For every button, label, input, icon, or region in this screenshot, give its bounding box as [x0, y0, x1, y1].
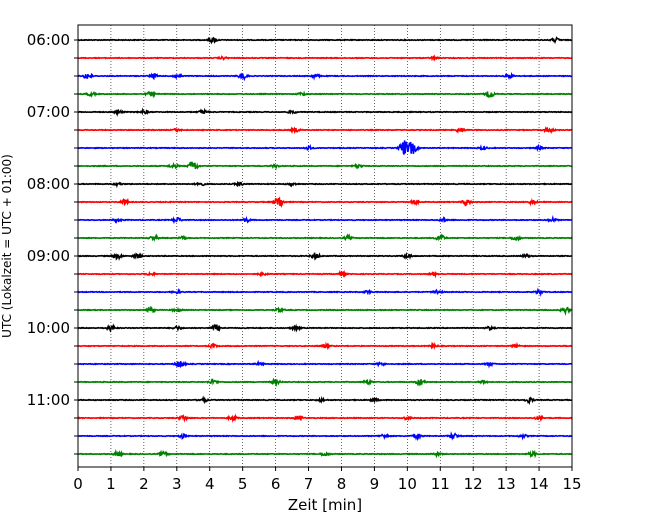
trace-line [77, 233, 573, 243]
x-tick-label: 5 [238, 475, 248, 493]
trace-line [77, 107, 573, 117]
x-tick-label: 14 [530, 475, 549, 493]
y-axis: 06:00 07:00 08:00 09:00 10:00 11:00 [27, 31, 78, 455]
trace-line [77, 71, 573, 82]
x-tick-label: 1 [106, 475, 116, 493]
y-tick-label: 11:00 [27, 391, 70, 409]
trace-line [77, 305, 573, 316]
trace-line [77, 377, 573, 387]
trace-line [77, 36, 573, 45]
x-tick-label: 2 [139, 475, 149, 493]
plot-frame [77, 24, 573, 468]
x-tick-label: 13 [497, 475, 516, 493]
x-tick-label: 9 [370, 475, 380, 493]
trace-group [77, 36, 573, 459]
x-tick-label: 8 [337, 475, 347, 493]
trace-line [77, 359, 573, 369]
trace-line [77, 214, 573, 225]
trace-line [77, 287, 573, 297]
x-tick-label: 3 [172, 475, 182, 493]
trace-line [77, 431, 573, 442]
x-tick-label: 4 [205, 475, 215, 493]
y-tick-label: 09:00 [27, 247, 70, 265]
y-axis-label: UTC (Lokalzeit = UTC + 01:00) [0, 154, 14, 338]
trace-line [77, 161, 573, 171]
x-axis-label: Zeit [min] [288, 496, 362, 514]
x-tick-label: 7 [304, 475, 314, 493]
trace-line [77, 195, 573, 209]
trace-line [77, 341, 573, 351]
trace-line [77, 180, 573, 189]
trace-line [77, 54, 573, 62]
trace-line [77, 395, 573, 406]
y-tick-label: 07:00 [27, 103, 70, 121]
trace-line [77, 125, 573, 135]
y-tick-label: 06:00 [27, 31, 70, 49]
x-tick-label: 6 [271, 475, 281, 493]
x-tick-label: 15 [562, 475, 581, 493]
trace-line [77, 269, 573, 279]
y-tick-label: 08:00 [27, 175, 70, 193]
trace-line [77, 413, 573, 424]
x-tick-label: 10 [398, 475, 417, 493]
y-tick-label: 10:00 [27, 319, 70, 337]
trace-line [77, 323, 573, 333]
trace-line [77, 90, 573, 99]
x-axis: 0 1 2 3 4 5 6 7 8 9 10 11 12 13 14 15 [73, 467, 582, 493]
trace-line [77, 448, 573, 459]
trace-line [77, 251, 573, 261]
x-tick-label: 0 [73, 475, 83, 493]
x-tick-label: 12 [464, 475, 483, 493]
x-tick-label: 11 [431, 475, 450, 493]
trace-line [77, 140, 573, 155]
